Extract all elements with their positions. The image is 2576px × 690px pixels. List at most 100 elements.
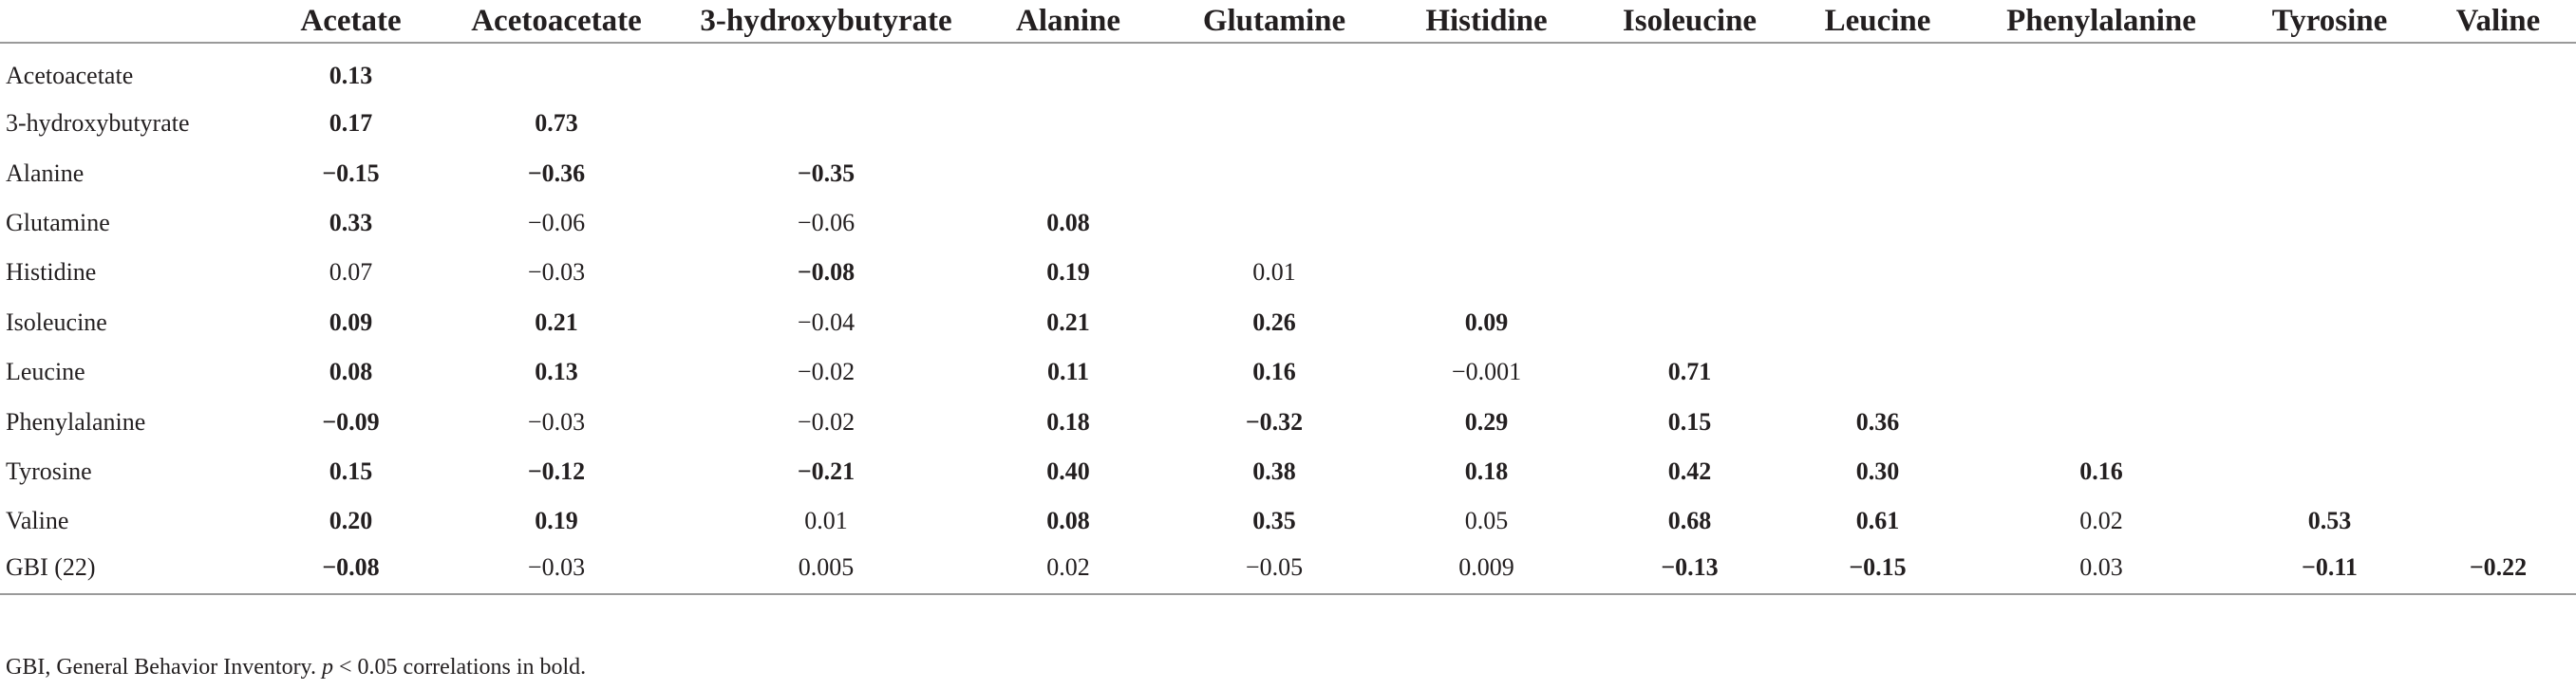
empty-cell <box>2420 447 2576 496</box>
correlation-cell: 0.08 <box>1046 208 1090 236</box>
table-row: Valine 0.20 0.19 0.01 0.08 0.35 0.05 0.68 0.61 0.… <box>0 496 2576 546</box>
table-row: Phenylalanine −0.09 −0.03 −0.02 0.18 −0.32 0.2… <box>0 397 2576 446</box>
table-row: GBI (22) −0.08 −0.03 0.005 0.02 −0.05 0.009 −0.… <box>0 546 2576 595</box>
empty-cell <box>1792 298 1964 347</box>
correlation-cell: −0.11 <box>2239 546 2420 595</box>
correlation-cell: 0.21 <box>1046 308 1090 336</box>
empty-cell <box>1385 198 1588 248</box>
correlation-cell: 0.009 <box>1385 546 1588 595</box>
empty-cell <box>2420 148 2576 197</box>
column-header-empty <box>0 0 268 44</box>
empty-cell <box>1163 148 1385 197</box>
correlation-cell: 0.15 <box>329 457 373 485</box>
correlation-cell: 0.20 <box>329 507 373 535</box>
correlation-cell: 0.13 <box>535 358 578 386</box>
table-row: 3-hydroxybutyrate 0.17 0.73 <box>0 99 2576 148</box>
row-label: Acetoacetate <box>6 62 134 89</box>
correlation-cell: 0.33 <box>329 208 373 236</box>
footnote-text-before: GBI, General Behavior Inventory. <box>6 655 322 680</box>
correlation-cell: 0.11 <box>1046 358 1090 386</box>
correlation-cell: 0.16 <box>1252 358 1296 386</box>
column-header: Isoleucine <box>1588 0 1792 44</box>
empty-cell <box>1588 43 1792 99</box>
table-row: Isoleucine 0.09 0.21 −0.04 0.21 0.26 0.09 <box>0 298 2576 347</box>
correlation-cell: 0.09 <box>329 308 373 336</box>
correlation-cell: 0.73 <box>535 109 578 138</box>
correlation-cell: 0.35 <box>1252 507 1296 535</box>
table-body: Acetoacetate 0.13 3-hydroxybutyrate 0.17 0.7… <box>0 43 2576 595</box>
empty-cell <box>1588 248 1792 297</box>
correlation-cell: 0.26 <box>1252 308 1296 336</box>
empty-cell <box>2239 248 2420 297</box>
empty-cell <box>1964 298 2239 347</box>
footnote-p-symbol: p <box>322 655 333 680</box>
correlation-cell: −0.05 <box>1163 546 1385 595</box>
empty-cell <box>2420 496 2576 546</box>
row-label: Tyrosine <box>6 457 92 485</box>
table-row: Histidine 0.07 −0.03 −0.08 0.19 0.01 <box>0 248 2576 297</box>
empty-cell <box>679 99 973 148</box>
correlation-cell: 0.30 <box>1855 457 1900 485</box>
table-row: Leucine 0.08 0.13 −0.02 0.11 0.16 −0.001 0.71 <box>0 347 2576 397</box>
correlation-cell: 0.08 <box>329 358 373 386</box>
row-label: Isoleucine <box>6 308 107 336</box>
correlation-cell: 0.16 <box>2079 457 2123 485</box>
table-row: Tyrosine 0.15 −0.12 −0.21 0.40 0.38 0.18 0.42 0.… <box>0 447 2576 496</box>
column-header: Glutamine <box>1163 0 1385 44</box>
empty-cell <box>1588 148 1792 197</box>
empty-cell <box>1964 43 2239 99</box>
correlation-cell: −0.04 <box>797 308 856 336</box>
column-header: Histidine <box>1385 0 1588 44</box>
correlation-cell: −0.03 <box>527 407 586 436</box>
row-label: Leucine <box>6 358 85 386</box>
correlation-cell: 0.09 <box>1464 308 1509 336</box>
correlation-cell: −0.08 <box>268 546 434 595</box>
empty-cell <box>1964 248 2239 297</box>
empty-cell <box>1163 43 1385 99</box>
correlation-cell: −0.15 <box>322 159 380 187</box>
correlation-cell: 0.42 <box>1667 457 1712 485</box>
correlation-cell: 0.40 <box>1046 457 1090 485</box>
empty-cell <box>1792 248 1964 297</box>
empty-cell <box>1792 347 1964 397</box>
empty-cell <box>2239 198 2420 248</box>
table-row: Glutamine 0.33 −0.06 −0.06 0.08 <box>0 198 2576 248</box>
row-label: Valine <box>6 507 69 535</box>
empty-cell <box>1792 43 1964 99</box>
correlation-cell: −0.08 <box>797 258 856 287</box>
column-header: Acetoacetate <box>434 0 679 44</box>
correlation-cell: 0.02 <box>973 546 1163 595</box>
correlation-cell: 0.15 <box>1667 407 1712 436</box>
table-row: Acetoacetate 0.13 <box>0 43 2576 99</box>
empty-cell <box>1385 248 1588 297</box>
row-label: GBI (22) <box>0 546 268 595</box>
column-header: Leucine <box>1792 0 1964 44</box>
column-header: 3-hydroxybutyrate <box>679 0 973 44</box>
table-footnote: GBI, General Behavior Inventory. p < 0.0… <box>6 655 586 681</box>
correlation-cell: −0.35 <box>797 159 856 187</box>
empty-cell <box>2420 347 2576 397</box>
footnote-text-after: < 0.05 correlations in bold. <box>333 655 587 680</box>
empty-cell <box>2420 248 2576 297</box>
correlation-table-container: Acetate Acetoacetate 3-hydroxybutyrate Alan… <box>0 0 2576 595</box>
correlation-cell: 0.18 <box>1046 407 1090 436</box>
correlation-cell: −0.32 <box>1245 407 1304 436</box>
correlation-cell: −0.001 <box>1451 358 1522 386</box>
empty-cell <box>1588 298 1792 347</box>
correlation-cell: 0.08 <box>1046 507 1090 535</box>
empty-cell <box>434 43 679 99</box>
empty-cell <box>1792 198 1964 248</box>
table-header-row: Acetate Acetoacetate 3-hydroxybutyrate Alan… <box>0 0 2576 44</box>
empty-cell <box>2420 298 2576 347</box>
correlation-cell: 0.01 <box>804 507 848 535</box>
column-header: Tyrosine <box>2239 0 2420 44</box>
correlation-cell: 0.68 <box>1667 507 1712 535</box>
correlation-cell: −0.03 <box>434 546 679 595</box>
empty-cell <box>1588 198 1792 248</box>
row-label: Histidine <box>6 258 97 287</box>
correlation-cell: 0.19 <box>535 507 578 535</box>
column-header: Phenylalanine <box>1964 0 2239 44</box>
empty-cell <box>1964 397 2239 446</box>
empty-cell <box>2239 148 2420 197</box>
correlation-cell: −0.13 <box>1588 546 1792 595</box>
